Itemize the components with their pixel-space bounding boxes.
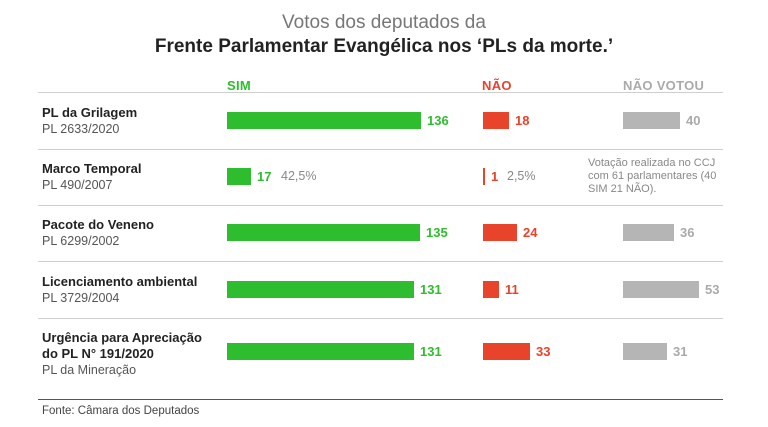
nao-value: 24	[523, 225, 538, 240]
nao-value: 33	[536, 344, 551, 359]
header-divider	[38, 92, 723, 93]
sim-value: 131	[420, 344, 442, 359]
chart-subtitle: Frente Parlamentar Evangélica nos ‘PLs d…	[154, 36, 614, 57]
header-nao-votou: NÃO VOTOU	[623, 78, 705, 93]
bottom-divider	[38, 399, 723, 400]
sim-value: 131	[420, 282, 442, 297]
row-name: Pacote do Veneno	[42, 217, 154, 232]
sim-bar	[227, 343, 414, 360]
nao-votou-value: 53	[705, 282, 720, 297]
nao-bar	[483, 168, 485, 185]
row-subtitle: PL 3729/2004	[42, 291, 120, 305]
row-divider	[38, 318, 723, 319]
row-subtitle: PL da Mineração	[42, 363, 137, 377]
nao-value: 18	[515, 113, 530, 128]
header-sim: SIM	[227, 78, 252, 93]
row-name: Urgência para Apreciação	[42, 330, 202, 345]
nao-votou-bar	[623, 224, 674, 241]
source-note: Fonte: Câmara dos Deputados	[42, 405, 200, 417]
sim-bar	[227, 224, 420, 241]
nao-votou-bar	[623, 112, 680, 129]
chart-title: Votos dos deputados da	[282, 12, 486, 33]
ccj-note: Votação realizada no CCJ com 61 parlamen…	[588, 157, 717, 195]
row-subtitle: PL 490/2007	[42, 178, 113, 192]
nao-votou-bar	[623, 281, 699, 298]
nao-votou-value: 36	[680, 225, 695, 240]
sim-value: 17	[257, 169, 272, 184]
nao-value: 11	[505, 282, 519, 297]
nao-percent: 2,5%	[507, 169, 536, 183]
sim-bar	[227, 281, 414, 298]
row-name: Licenciamento ambiental	[42, 274, 198, 289]
nao-bar	[483, 343, 530, 360]
header-nao: NÃO	[482, 78, 512, 93]
nao-votou-value: 40	[686, 113, 701, 128]
sim-bar	[227, 112, 421, 129]
sim-bar	[227, 168, 251, 185]
row-name: Marco Temporal	[42, 161, 142, 176]
nao-bar	[483, 224, 517, 241]
nao-bar	[483, 281, 499, 298]
row-divider	[38, 149, 723, 150]
nao-votou-bar	[623, 343, 667, 360]
nao-votou-value: 31	[673, 344, 688, 359]
row-divider	[38, 261, 723, 262]
row-subtitle: PL 6299/2002	[42, 234, 120, 248]
row-subtitle: PL 2633/2020	[42, 122, 120, 136]
row-divider	[38, 205, 723, 206]
nao-bar	[483, 112, 509, 129]
sim-value: 135	[426, 225, 448, 240]
sim-value: 136	[427, 113, 449, 128]
row-subtitle: do PL N° 191/2020	[42, 346, 154, 361]
nao-value: 1	[491, 169, 499, 184]
row-name: PL da Grilagem	[42, 105, 138, 120]
sim-percent: 42,5%	[281, 169, 317, 183]
